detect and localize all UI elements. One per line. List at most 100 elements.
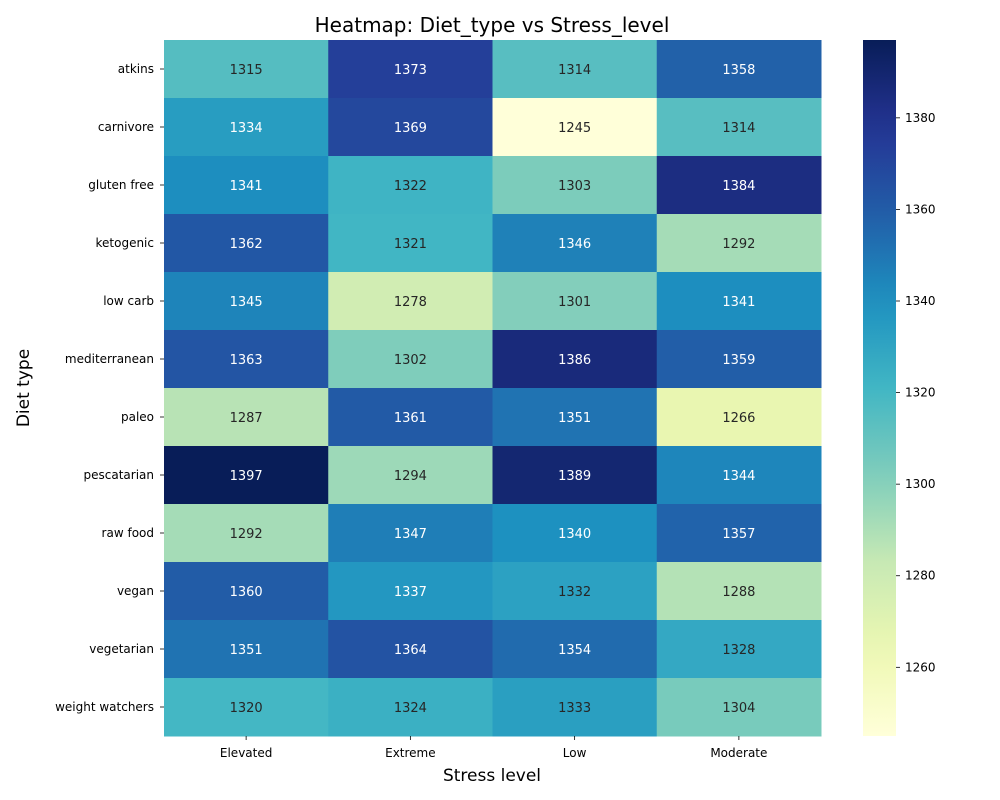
heatmap-cell xyxy=(164,446,329,505)
heatmap-cell xyxy=(492,678,658,737)
x-tick-label: Low xyxy=(563,746,587,760)
cell-value-label: 1351 xyxy=(230,643,263,658)
heatmap-cell xyxy=(328,620,493,679)
cell-value-label: 1362 xyxy=(230,237,263,252)
cell-value-label: 1332 xyxy=(558,585,591,600)
colorbar-tick-label: 1380 xyxy=(905,111,936,125)
heatmap-cell xyxy=(164,678,329,737)
heatmap-cell xyxy=(328,562,493,621)
heatmap-cell xyxy=(492,562,658,621)
cell-value-label: 1314 xyxy=(558,63,591,78)
heatmap-cell xyxy=(328,678,493,737)
cell-value-label: 1301 xyxy=(558,295,591,310)
cell-value-label: 1320 xyxy=(230,701,263,716)
cell-value-label: 1322 xyxy=(394,179,427,194)
x-tick-label: Elevated xyxy=(220,746,272,760)
heatmap-cell xyxy=(492,446,658,505)
heatmap-cell xyxy=(656,214,822,273)
cell-value-label: 1384 xyxy=(722,179,755,194)
heatmap-cell xyxy=(656,272,822,331)
cell-value-label: 1344 xyxy=(722,469,755,484)
cell-value-label: 1304 xyxy=(722,701,755,716)
heatmap-cells: 1315 1373 1314 1358 1334 1369 1245 1314 1341 1322… xyxy=(164,40,822,737)
cell-value-label: 1302 xyxy=(394,353,427,368)
cell-value-label: 1334 xyxy=(230,121,263,136)
y-tick-label: ketogenic xyxy=(96,236,155,250)
cell-value-label: 1328 xyxy=(722,643,755,658)
heatmap-cell xyxy=(656,330,822,389)
colorbar-tick-label: 1280 xyxy=(905,569,936,583)
cell-value-label: 1363 xyxy=(230,353,263,368)
cell-value-label: 1292 xyxy=(230,527,263,542)
heatmap-cell xyxy=(492,330,658,389)
cell-value-label: 1351 xyxy=(558,411,591,426)
cell-value-label: 1292 xyxy=(722,237,755,252)
y-tick-label: atkins xyxy=(118,62,154,76)
chart-title: Heatmap: Diet_type vs Stress_level xyxy=(315,13,670,37)
heatmap-cell xyxy=(492,40,658,99)
y-tick-label: mediterranean xyxy=(65,352,154,366)
heatmap-cell xyxy=(164,156,329,215)
cell-value-label: 1397 xyxy=(230,469,263,484)
cell-value-label: 1369 xyxy=(394,121,427,136)
cell-value-label: 1340 xyxy=(558,527,591,542)
heatmap-cell xyxy=(656,388,822,447)
cell-value-label: 1278 xyxy=(394,295,427,310)
cell-value-label: 1324 xyxy=(394,701,427,716)
y-axis-ticks: atkins carnivore gluten free ketogenic low c… xyxy=(55,62,164,714)
heatmap-cell xyxy=(164,214,329,273)
cell-value-label: 1364 xyxy=(394,643,427,658)
heatmap-cell xyxy=(656,678,822,737)
cell-value-label: 1303 xyxy=(558,179,591,194)
colorbar-tick-label: 1260 xyxy=(905,660,936,674)
x-tick-label: Extreme xyxy=(385,746,436,760)
colorbar-ticks: 1260 1280 1300 1320 1340 1360 1380 xyxy=(896,111,936,674)
heatmap-cell xyxy=(328,214,493,273)
heatmap-cell xyxy=(656,156,822,215)
cell-value-label: 1294 xyxy=(394,469,427,484)
heatmap-cell xyxy=(656,446,822,505)
heatmap-cell xyxy=(164,388,329,447)
cell-value-label: 1347 xyxy=(394,527,427,542)
heatmap-cell xyxy=(328,504,493,563)
cell-value-label: 1360 xyxy=(230,585,263,600)
cell-value-label: 1361 xyxy=(394,411,427,426)
cell-value-label: 1337 xyxy=(394,585,427,600)
heatmap-cell xyxy=(492,388,658,447)
heatmap-cell xyxy=(328,388,493,447)
heatmap-cell xyxy=(656,40,822,99)
cell-value-label: 1314 xyxy=(722,121,755,136)
x-axis-title: Stress level xyxy=(443,766,541,786)
y-tick-label: gluten free xyxy=(88,178,154,192)
heatmap-cell xyxy=(328,446,493,505)
cell-value-label: 1266 xyxy=(722,411,755,426)
heatmap-cell xyxy=(492,272,658,331)
heatmap-cell xyxy=(328,156,493,215)
cell-value-label: 1389 xyxy=(558,469,591,484)
heatmap-cell xyxy=(328,272,493,331)
cell-value-label: 1346 xyxy=(558,237,591,252)
heatmap-cell xyxy=(164,620,329,679)
cell-value-label: 1357 xyxy=(722,527,755,542)
y-tick-label: weight watchers xyxy=(55,700,154,714)
y-tick-label: carnivore xyxy=(98,120,154,134)
x-tick-label: Moderate xyxy=(710,746,767,760)
cell-value-label: 1359 xyxy=(722,353,755,368)
cell-value-label: 1341 xyxy=(230,179,263,194)
cell-value-label: 1341 xyxy=(722,295,755,310)
y-axis-title: Diet type xyxy=(14,349,34,427)
y-tick-label: paleo xyxy=(121,410,154,424)
heatmap-cell xyxy=(164,562,329,621)
cell-value-label: 1288 xyxy=(722,585,755,600)
y-tick-label: raw food xyxy=(102,526,154,540)
heatmap-cell xyxy=(656,562,822,621)
heatmap-cell xyxy=(656,620,822,679)
heatmap-cell xyxy=(492,98,658,157)
cell-value-label: 1373 xyxy=(394,63,427,78)
heatmap-cell xyxy=(656,98,822,157)
heatmap-cell xyxy=(492,214,658,273)
colorbar-tick-label: 1300 xyxy=(905,477,936,491)
heatmap-cell xyxy=(164,98,329,157)
y-tick-label: pescatarian xyxy=(84,468,155,482)
